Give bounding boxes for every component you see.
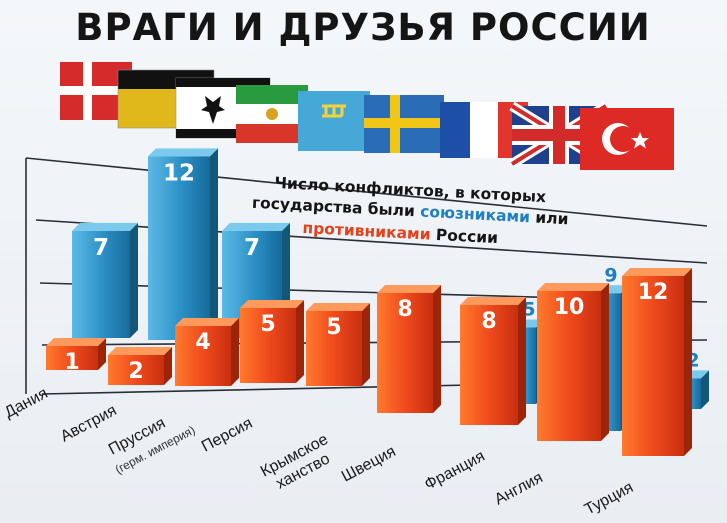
chart-title: ВРАГИ И ДРУЗЬЯ РОССИИ (75, 6, 651, 49)
enemy-bar-4-value-label: 5 (260, 312, 275, 337)
enemy-bar-8-value-label: 10 (554, 295, 585, 320)
ally-bar-8-value-label: 9 (604, 264, 617, 286)
legend-enemies: противниками (302, 219, 431, 244)
enemy-bar-7: 8 (460, 297, 526, 425)
enemy-bar-1: 1 (46, 338, 106, 375)
flags-row (60, 62, 674, 170)
enemy-bar-3: 4 (175, 318, 239, 386)
category-label: Австрия (58, 402, 120, 446)
ally-bar-3: 12 (148, 148, 218, 340)
enemy-bar-5: 5 (306, 303, 370, 386)
enemy-bar-1-value-label: 1 (64, 350, 79, 375)
enemy-bar-4: 5 (240, 300, 304, 383)
flag-crimean-khanate-icon (298, 91, 370, 151)
ally-bar-2: 7 (72, 222, 138, 338)
enemy-bar-8: 10 (537, 283, 609, 441)
ally-bar-3-value-label: 12 (163, 160, 195, 186)
enemy-bar-2: 2 (108, 347, 172, 385)
flag-persia-icon (236, 85, 308, 143)
enemy-bar-2-value-label: 2 (128, 359, 143, 384)
ally-bar-4-value-label: 7 (244, 235, 260, 261)
category-label: Турция (582, 479, 636, 519)
ally-bar-2-value-label: 7 (93, 235, 109, 261)
enemy-bar-9-value-label: 12 (638, 280, 669, 305)
category-label: Англия (492, 469, 546, 508)
grid-line (35, 219, 708, 264)
category-label: Швеция (339, 443, 399, 486)
legend-allies: союзниками (420, 203, 531, 227)
flag-turkey-icon (580, 108, 674, 170)
enemy-bar-5-value-label: 5 (326, 315, 341, 340)
category-label: Крымскоеханство (258, 431, 340, 497)
category-label: Франция (422, 448, 488, 494)
enemy-bar-3-value-label: 4 (195, 330, 210, 355)
enemy-bar-6-value-label: 8 (397, 297, 412, 322)
enemy-bar-9: 12 (622, 268, 692, 456)
enemy-bar-6: 8 (377, 285, 441, 413)
grid-line (25, 157, 708, 227)
category-label: Персия (199, 415, 255, 456)
enemy-bar-7-value-label: 8 (481, 309, 496, 334)
flag-sweden-icon (364, 95, 444, 153)
